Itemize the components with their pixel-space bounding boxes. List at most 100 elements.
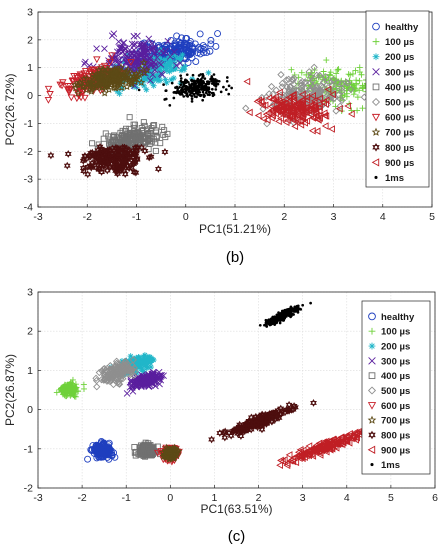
legend-label: 900 µs	[381, 445, 410, 456]
series-700-us	[71, 58, 151, 97]
legend-item: 200 µs	[368, 342, 410, 353]
legend-item: 1ms	[374, 173, 404, 184]
panel-label: (c)	[228, 528, 246, 545]
legend-item: 400 µs	[368, 371, 410, 382]
legend: healthy 100 µs 200 µs 300 µs 400 µs 500 µs 600…	[365, 10, 430, 188]
series-800-us	[47, 142, 169, 179]
legend-label: 800 µs	[385, 143, 414, 154]
scatter-points	[44, 30, 408, 179]
series-800-us	[208, 399, 317, 444]
y-tick-label: -1	[24, 118, 33, 130]
x-tick-label: -1	[132, 211, 141, 223]
y-tick-label: -1	[24, 443, 33, 455]
x-tick-label: 2	[256, 492, 262, 504]
legend-item: 300 µs	[368, 356, 410, 367]
legend-label: 600 µs	[381, 401, 410, 412]
legend-label: 400 µs	[385, 82, 414, 93]
series-400-us	[131, 439, 164, 460]
series-700-us	[159, 443, 183, 463]
y-axis-label: PC2(26.72%)	[3, 73, 17, 145]
legend-label: 700 µs	[381, 416, 410, 427]
legend-label: 300 µs	[385, 67, 414, 78]
x-tick-label: 5	[388, 492, 394, 504]
x-tick-label: -3	[33, 492, 42, 504]
legend-item: 100 µs	[372, 37, 414, 48]
series-500-us	[92, 356, 139, 391]
legend-label: 100 µs	[381, 327, 410, 338]
legend-label: 500 µs	[385, 98, 414, 109]
legend-label: 400 µs	[381, 371, 410, 382]
legend-label: healthy	[385, 22, 419, 33]
legend-item: 400 µs	[372, 82, 414, 93]
y-tick-label: 2	[27, 326, 33, 338]
x-tick-label: 3	[331, 211, 337, 223]
legend-label: 100 µs	[385, 37, 414, 48]
x-tick-label: -2	[77, 492, 86, 504]
axes-box	[37, 291, 436, 489]
series-healthy	[84, 438, 119, 463]
series-1ms	[137, 73, 233, 107]
x-tick-label: 0	[183, 211, 189, 223]
legend-label: 200 µs	[381, 342, 410, 353]
series-400-us	[89, 114, 171, 160]
x-tick-label: -3	[33, 211, 42, 223]
legend-item: 500 µs	[367, 386, 410, 397]
x-tick-label: 0	[167, 492, 173, 504]
legend-item: 700 µs	[367, 415, 410, 427]
legend-label: 200 µs	[385, 52, 414, 63]
legend-label: 500 µs	[381, 386, 410, 397]
legend-item: 600 µs	[367, 401, 410, 412]
legend-item: 1ms	[370, 460, 400, 471]
x-axis-label: PC1(63.51%)	[200, 502, 272, 516]
legend-item: 700 µs	[371, 127, 414, 139]
x-tick-label: 5	[429, 211, 435, 223]
x-tick-label: -1	[122, 492, 131, 504]
x-tick-label: -2	[83, 211, 92, 223]
x-tick-label: 2	[281, 211, 287, 223]
x-tick-label: 4	[344, 492, 350, 504]
chart-panel-c: -3 -2 -1 0 1 2 3 4 5 63210-1-2PC1(63.51%)PC2(26.8…	[3, 287, 438, 546]
series-1ms	[258, 301, 312, 328]
legend-label: 800 µs	[381, 430, 410, 441]
x-axis-label: PC1(51.21%)	[199, 222, 271, 236]
legend-item: 200 µs	[372, 52, 414, 63]
x-tick-label: 1	[232, 211, 238, 223]
chart-panel-b: -3 -2 -1 0 1 2 3 4 53210-1-2-3-4PC1(51.21%)PC2(2…	[3, 7, 435, 267]
legend-item: 900 µs	[367, 445, 410, 456]
y-tick-label: -3	[24, 174, 33, 186]
legend-label: 600 µs	[385, 113, 414, 124]
legend-label: 1ms	[385, 173, 404, 184]
panel-label: (b)	[226, 249, 244, 266]
y-tick-label: -2	[24, 483, 33, 495]
x-tick-label: 4	[380, 211, 386, 223]
x-tick-label: 6	[432, 492, 438, 504]
legend-label: healthy	[381, 312, 415, 323]
legend: healthy 100 µs 200 µs 300 µs 400 µs 500 µs 600…	[361, 300, 431, 475]
legend-item: 100 µs	[368, 327, 410, 338]
series-300-us	[123, 368, 167, 397]
y-axis-label: PC2(26.87%)	[3, 354, 17, 426]
legend-item: 800 µs	[372, 143, 414, 154]
y-tick-label: 1	[27, 365, 33, 377]
legend-item: healthy	[372, 22, 419, 33]
legend-label: 700 µs	[385, 128, 414, 139]
y-tick-label: 1	[27, 62, 33, 74]
legend-item: 500 µs	[371, 98, 414, 109]
y-tick-label: 0	[27, 404, 33, 416]
legend-label: 300 µs	[381, 356, 410, 367]
legend-item: 300 µs	[372, 67, 414, 78]
legend-label: 1ms	[381, 460, 400, 471]
y-tick-label: 2	[27, 34, 33, 46]
y-tick-label: 3	[27, 287, 33, 299]
legend-item: 800 µs	[368, 430, 410, 441]
legend-box	[361, 300, 431, 475]
y-tick-label: 3	[27, 7, 33, 19]
x-tick-label: 1	[212, 492, 218, 504]
legend-item: healthy	[368, 312, 415, 323]
x-tick-label: 3	[300, 492, 306, 504]
y-tick-label: -2	[24, 146, 33, 158]
series-100-us	[53, 376, 87, 400]
y-tick-label: 0	[27, 90, 33, 102]
